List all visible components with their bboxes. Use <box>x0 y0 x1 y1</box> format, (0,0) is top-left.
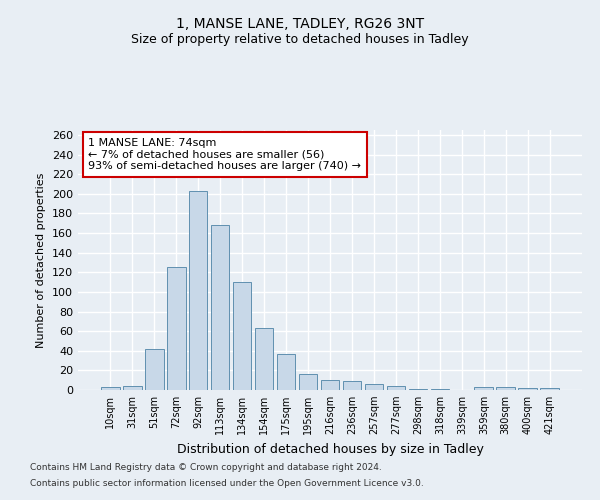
Bar <box>167 268 185 390</box>
Text: Contains HM Land Registry data © Crown copyright and database right 2024.: Contains HM Land Registry data © Crown c… <box>30 464 382 472</box>
Bar <box>233 282 251 390</box>
Bar <box>255 328 274 390</box>
Bar <box>431 389 449 390</box>
Bar <box>123 386 142 390</box>
Text: 1 MANSE LANE: 74sqm
← 7% of detached houses are smaller (56)
93% of semi-detache: 1 MANSE LANE: 74sqm ← 7% of detached hou… <box>88 138 361 171</box>
Bar <box>189 191 208 390</box>
Bar <box>299 374 317 390</box>
Bar <box>409 389 427 390</box>
Text: Contains public sector information licensed under the Open Government Licence v3: Contains public sector information licen… <box>30 478 424 488</box>
Bar <box>101 387 119 390</box>
Bar <box>518 388 537 390</box>
Bar <box>145 349 164 390</box>
Y-axis label: Number of detached properties: Number of detached properties <box>37 172 46 348</box>
X-axis label: Distribution of detached houses by size in Tadley: Distribution of detached houses by size … <box>176 442 484 456</box>
Bar <box>365 384 383 390</box>
Text: Size of property relative to detached houses in Tadley: Size of property relative to detached ho… <box>131 32 469 46</box>
Bar <box>211 225 229 390</box>
Bar <box>320 380 340 390</box>
Bar <box>541 388 559 390</box>
Bar <box>277 354 295 390</box>
Bar <box>496 387 515 390</box>
Text: 1, MANSE LANE, TADLEY, RG26 3NT: 1, MANSE LANE, TADLEY, RG26 3NT <box>176 18 424 32</box>
Bar <box>475 387 493 390</box>
Bar <box>343 381 361 390</box>
Bar <box>386 386 405 390</box>
